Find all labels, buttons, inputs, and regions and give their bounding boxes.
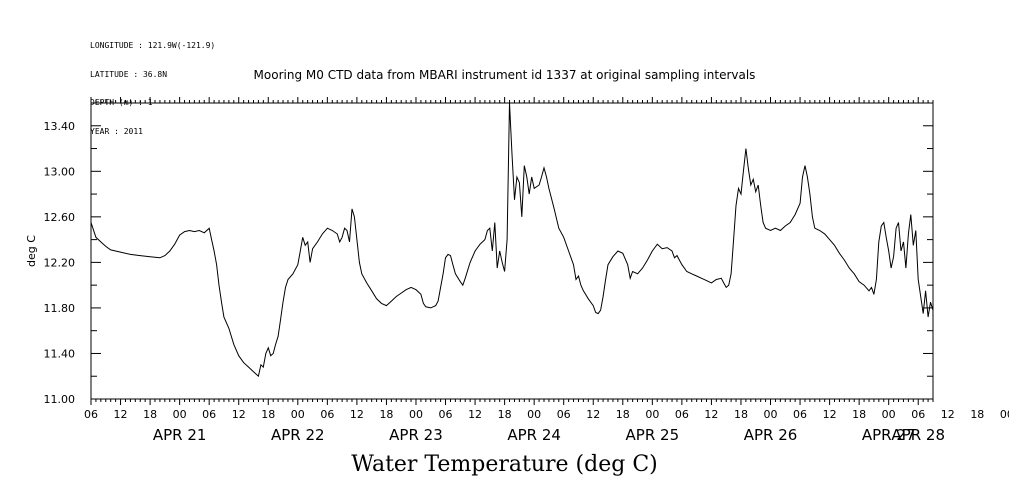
x-tick-label: 06: [675, 408, 689, 421]
x-day-label: APR 23: [389, 426, 443, 444]
year-text: YEAR : 2011: [90, 126, 143, 136]
x-tick-label: 18: [143, 408, 157, 421]
series-layer: [90, 102, 934, 378]
x-day-label: APR 22: [271, 426, 325, 444]
x-day-label: APR 27: [862, 426, 916, 444]
temperature-line: [90, 102, 934, 378]
y-tick-label: 13.00: [44, 165, 76, 178]
x-tick-label: 12: [704, 408, 718, 421]
x-tick-label: 18: [498, 408, 512, 421]
x-day-label: APR 21: [153, 426, 207, 444]
x-tick-label: 00: [1000, 408, 1009, 421]
longitude-text: LONGITUDE : 121.9W(-121.9): [90, 41, 216, 50]
x-tick-label: 12: [586, 408, 600, 421]
x-tick-label: 00: [173, 408, 187, 421]
x-day-label: APR 28: [891, 426, 945, 444]
x-day-label: APR 26: [744, 426, 798, 444]
x-tick-label: 12: [350, 408, 364, 421]
x-tick-label: 12: [468, 408, 482, 421]
y-axis-label: deg C: [25, 235, 38, 267]
x-axis-title: Water Temperature (deg C): [351, 452, 658, 477]
y-tick-label: 11.80: [44, 302, 76, 315]
x-tick-label: 06: [439, 408, 453, 421]
x-tick-label: 12: [232, 408, 246, 421]
chart-title: Mooring M0 CTD data from MBARI instrumen…: [253, 68, 756, 82]
x-day-label: APR 25: [626, 426, 680, 444]
y-tick-label: 12.20: [44, 256, 76, 269]
axis-labels: 06 12 18 00 06 12 18 00 06 12 18 00 06 12 18 00 06 12 18 00…: [44, 120, 1009, 444]
x-tick-label: 06: [320, 408, 334, 421]
x-tick-label: 12: [114, 408, 128, 421]
tick-marks: [90, 97, 934, 405]
x-tick-label: 06: [557, 408, 571, 421]
x-tick-label: 00: [527, 408, 541, 421]
x-tick-label: 18: [852, 408, 866, 421]
x-tick-label: 18: [734, 408, 748, 421]
x-tick-label: 00: [291, 408, 305, 421]
x-tick-label: 18: [379, 408, 393, 421]
x-tick-label: 06: [202, 408, 216, 421]
plot-frame: [90, 102, 934, 400]
y-tick-label: 11.40: [44, 347, 76, 360]
y-tick-label: 12.60: [44, 211, 76, 224]
y-tick-label: 11.00: [44, 393, 76, 406]
x-tick-label: 00: [645, 408, 659, 421]
x-day-label: APR 24: [507, 426, 561, 444]
x-tick-label: 00: [882, 408, 896, 421]
x-tick-label: 18: [616, 408, 630, 421]
x-tick-label: 12: [823, 408, 837, 421]
x-tick-label: 00: [409, 408, 423, 421]
x-tick-label: 06: [793, 408, 807, 421]
x-tick-label: 06: [84, 408, 98, 421]
latitude-text: LATITUDE : 36.8N: [90, 69, 168, 79]
y-tick-label: 13.40: [44, 120, 76, 133]
x-tick-label: 06: [911, 408, 925, 421]
x-tick-label: 18: [261, 408, 275, 421]
x-tick-label: 18: [970, 408, 984, 421]
x-tick-label: 12: [941, 408, 955, 421]
x-tick-label: 00: [764, 408, 778, 421]
